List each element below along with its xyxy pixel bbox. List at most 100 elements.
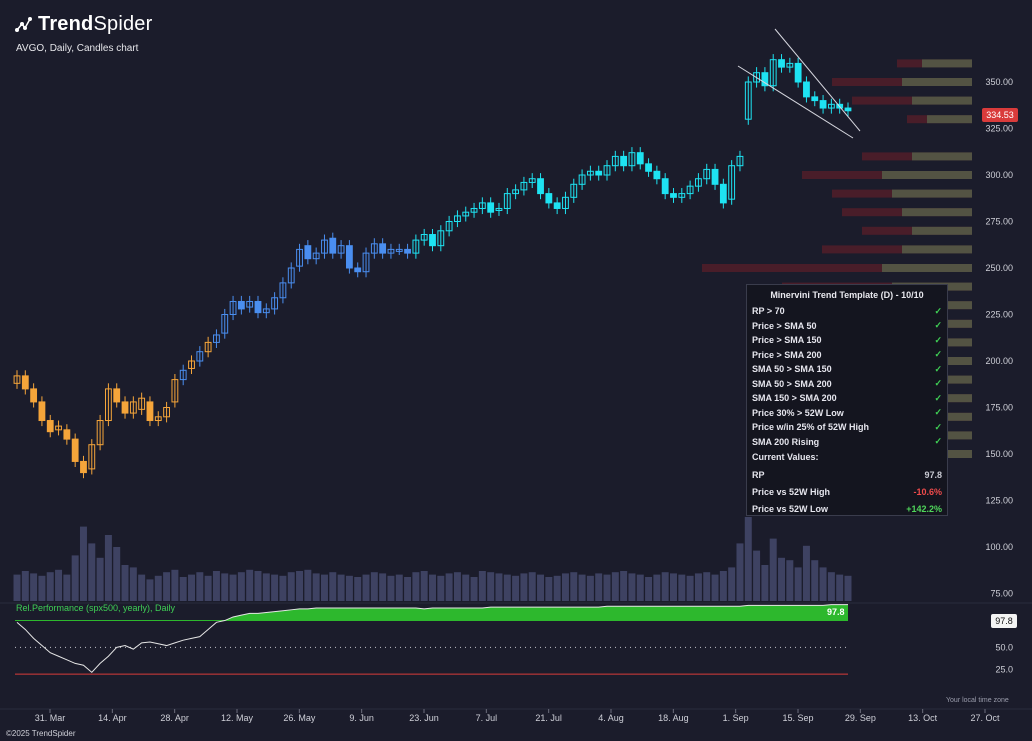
volume-bar [420,571,428,601]
volume-bar [221,573,229,601]
volume-bar [370,572,378,601]
value-number: -10.6% [913,486,942,497]
volume-bar [179,577,187,601]
criteria-row: SMA 50 > SMA 150 ✓ [747,362,947,377]
time-tick-label: 9. Jun [349,713,374,723]
vp-up-bar [912,152,972,161]
volume-bar [761,565,769,601]
check-icon: ✓ [934,407,942,418]
volume-bar [661,572,669,601]
rp-fill-area [17,604,848,621]
volume-bar [296,571,304,601]
volume-bar [96,557,104,601]
check-icon: ✓ [934,334,942,345]
candle-body [753,72,760,83]
candle-body [96,420,104,446]
vp-up-bar [922,59,972,68]
timezone-label[interactable]: Your local time zone [946,697,1009,704]
candle-body [437,230,445,247]
volume-bar [503,574,511,601]
volume-bar [545,577,553,601]
time-tick-label: 13. Oct [908,713,938,723]
candle-body [844,107,852,112]
vp-up-bar [912,96,972,105]
criteria-row: RP > 70 ✓ [747,304,947,319]
volume-bar [653,574,661,601]
price-tick-label: 325.00 [985,124,1013,134]
candle-body [121,401,129,414]
time-tick-label: 12. May [221,713,254,723]
volume-bar [802,545,810,601]
volume-bar [512,575,520,601]
check-icon: ✓ [934,349,942,360]
time-tick-label: 15. Sep [782,713,813,723]
vp-up-bar [882,171,972,179]
vp-up-bar [927,357,972,365]
check-icon: ✓ [934,436,942,447]
volume-bar [88,543,96,601]
candle-body [819,100,827,109]
candle-body [129,401,137,414]
volume-bar [429,574,436,601]
indicator-label[interactable]: Rel.Performance (spx500, yearly), Daily [16,603,176,613]
candle-body [586,170,594,176]
candle-body [329,237,337,254]
candle-body [105,388,112,422]
price-tick-label: 150.00 [985,449,1013,459]
criteria-row: Price 30% > 52W Low ✓ [747,406,947,421]
candle-body [744,81,752,120]
value-number: +142.2% [906,503,942,514]
volume-bar [246,569,254,601]
volume-bar [271,574,279,601]
time-tick-label: 4. Aug [598,713,624,723]
check-icon: ✓ [934,421,942,432]
volume-bar [387,575,395,601]
volume-bar [595,573,603,601]
price-tick-label: 200.00 [985,356,1013,366]
volume-bar [13,574,21,601]
volume-bar [462,574,470,601]
candle-body [63,429,71,440]
logo-icon [15,16,32,32]
criteria-list: RP > 70 ✓ Price > SMA 50 ✓ Price > SMA 150 ✓ P… [747,304,947,449]
volume-bar [163,572,171,601]
candle-body [520,181,528,191]
volume-bar [453,572,461,601]
criteria-label: RP > 70 [752,306,785,317]
volume-bar [445,573,453,601]
criteria-label: SMA 50 > SMA 200 [752,378,832,389]
time-tick-label: 21. Jul [535,713,562,723]
volume-bar [753,550,761,601]
value-label: Price vs 52W Low [752,503,829,514]
candle-body [487,202,495,213]
candle-body [221,314,229,334]
volume-bar [636,574,644,601]
candle-body [395,248,403,252]
candle-body [794,62,802,83]
time-tick-label: 1. Sep [723,713,749,723]
candle-body [761,72,769,87]
candle-body [678,193,686,198]
candle-body [420,234,428,241]
volume-bars [13,517,852,601]
time-tick-label: 28. Apr [160,713,189,723]
trendspider-logo: TrendSpider [14,13,152,36]
candle-body [254,300,262,314]
candle-body [578,174,586,185]
rp-line [16,604,848,674]
candle-body [786,62,794,68]
volume-bar [844,575,852,601]
volume-bar [528,572,536,601]
volume-bar [337,574,345,601]
check-icon: ✓ [934,305,942,316]
volume-bar [711,574,719,601]
criteria-label: Price w/in 25% of 52W High [752,422,870,433]
volume-bar [63,574,71,601]
vp-up-bar [902,78,972,86]
time-tick-label: 27. Oct [970,713,1000,723]
candle-body [271,297,279,310]
rp-tick-label: 50.0 [995,642,1013,652]
value-number: 97.8 [924,469,942,480]
chart-subtitle: AVGO, Daily, Candles chart [16,43,139,54]
candle-body [611,155,619,167]
